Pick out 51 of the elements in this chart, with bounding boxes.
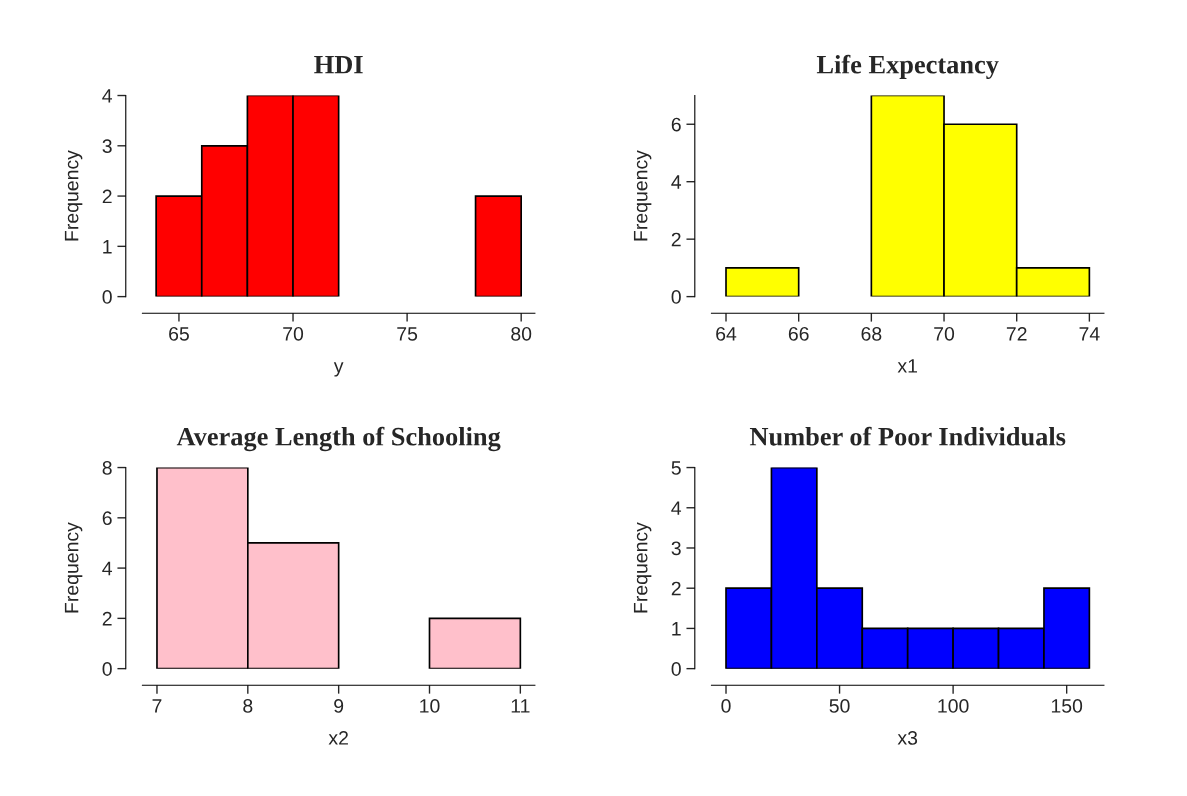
x-tick-label: 70 (934, 326, 955, 341)
x-tick-label: 80 (511, 326, 532, 341)
y-tick-label: 1 (672, 622, 681, 636)
y-tick-label: 0 (671, 662, 681, 676)
x-tick-label: 150 (1051, 699, 1083, 713)
x-tick-label: 64 (716, 326, 737, 341)
x-tick-label: 74 (1079, 327, 1100, 341)
y-tick-label: 3 (102, 139, 112, 154)
x-tick-label: 68 (861, 326, 882, 341)
y-tick-label: 5 (671, 461, 681, 475)
y-tick-label: 2 (671, 232, 681, 247)
y-tick-label: 2 (102, 611, 112, 626)
x-tick-label: 66 (788, 326, 809, 341)
y-tick-label: 4 (671, 501, 682, 515)
y-tick-label: 0 (102, 290, 112, 304)
x-tick-label: 10 (420, 699, 440, 713)
y-tick-label: 6 (102, 511, 112, 526)
x-axis-title: x1 (897, 359, 918, 373)
y-tick-label: 0 (102, 662, 112, 676)
y-tick-label: 6 (671, 117, 681, 132)
y-tick-label: 1 (103, 240, 112, 254)
x-tick-label: 65 (169, 326, 189, 341)
x-tick-label: 72 (1006, 326, 1027, 341)
y-axis-title: Frequency (64, 150, 83, 241)
x-tick-label: 0 (721, 699, 731, 713)
x-tick-label: 100 (938, 699, 969, 713)
y-tick-label: 4 (671, 175, 682, 189)
y-tick-label: 4 (102, 561, 113, 576)
x-tick-label: 50 (829, 699, 850, 713)
chart-title: Life Expectancy (816, 54, 999, 79)
y-tick-label: 2 (102, 189, 112, 204)
y-tick-label: 4 (102, 89, 113, 103)
chart-title: Number of Poor Individuals (749, 426, 1066, 446)
x-tick-label: 9 (334, 699, 344, 713)
x-tick-label: 11 (511, 699, 530, 713)
y-tick-label: 0 (671, 290, 681, 304)
y-tick-label: 8 (102, 461, 112, 475)
x-tick-label: 7 (152, 699, 162, 713)
y-tick-label: 3 (671, 541, 681, 556)
y-axis-title: Frequency (633, 522, 652, 613)
x-axis-title: x3 (897, 731, 918, 745)
y-axis-title: Frequency (633, 150, 652, 241)
x-axis-title: x2 (328, 731, 348, 745)
y-tick-label: 2 (671, 581, 681, 596)
y-axis-title: Frequency (64, 522, 83, 613)
x-tick-label: 75 (397, 327, 418, 341)
x-tick-label: 70 (283, 326, 304, 341)
chart-title: HDI (314, 56, 363, 74)
chart-title: Average Length of Schooling (176, 426, 501, 452)
x-tick-label: 8 (243, 699, 253, 713)
x-axis-title: y (333, 362, 344, 377)
